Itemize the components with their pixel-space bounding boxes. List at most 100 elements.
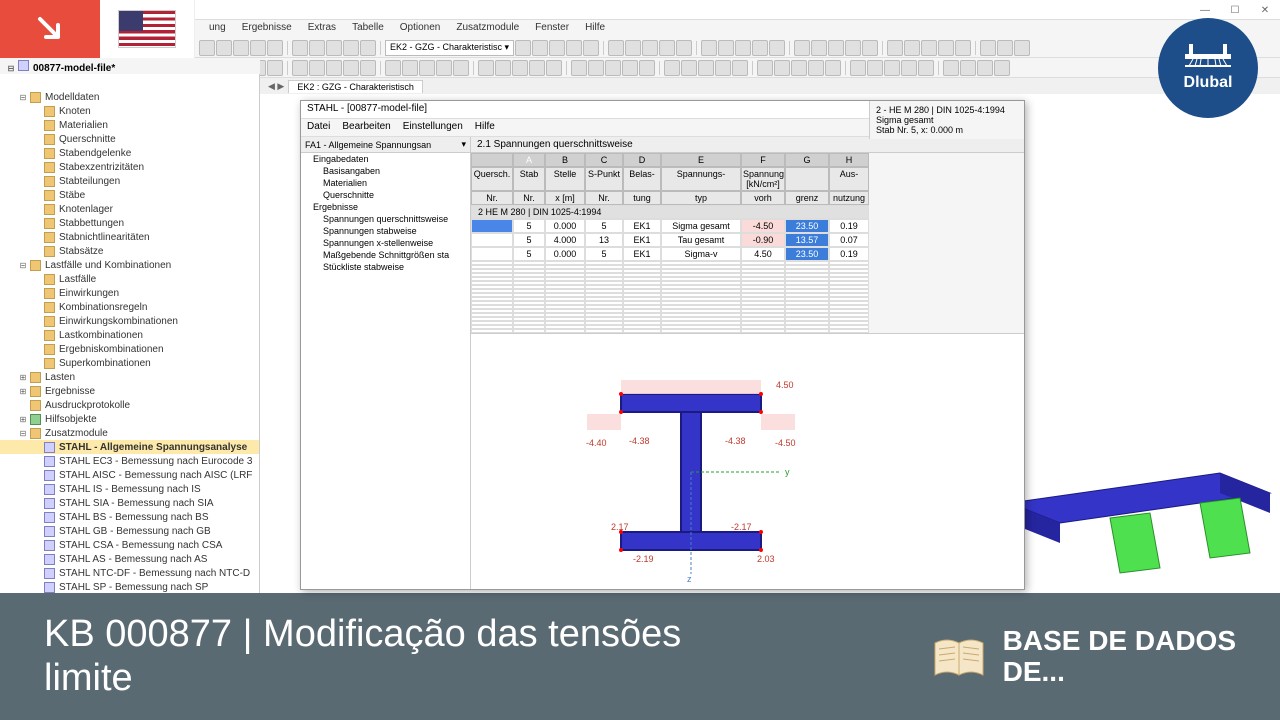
- dialog-tree-item[interactable]: Materialien: [301, 177, 470, 189]
- grid-cell[interactable]: 5: [513, 219, 545, 233]
- toolbar-icon[interactable]: [642, 40, 658, 56]
- grid-header[interactable]: grenz: [785, 191, 829, 205]
- nav-item[interactable]: Materialien: [0, 118, 259, 132]
- nav-item[interactable]: Stäbe: [0, 188, 259, 202]
- grid-cell[interactable]: EK1: [623, 233, 661, 247]
- toolbar-icon[interactable]: [997, 40, 1013, 56]
- toolbar-icon[interactable]: [250, 40, 266, 56]
- grid-cell[interactable]: Sigma gesamt: [661, 219, 741, 233]
- toolbar-icon[interactable]: [546, 60, 562, 76]
- dialog-tree-item[interactable]: Spannungen x-stellenweise: [301, 237, 470, 249]
- grid-col-letter[interactable]: A: [513, 153, 545, 167]
- toolbar-icon[interactable]: [292, 40, 308, 56]
- grid-rowhead[interactable]: [471, 247, 513, 261]
- toolbar-icon[interactable]: [515, 40, 531, 56]
- results-grid[interactable]: ABCDEFGHQuersch.StabStelleS-PunktBelas-S…: [471, 153, 869, 333]
- toolbar-icon[interactable]: [943, 60, 959, 76]
- toolbar-icon[interactable]: [436, 60, 452, 76]
- toolbar-icon[interactable]: [622, 60, 638, 76]
- toolbar-icon[interactable]: [199, 40, 215, 56]
- toolbar-icon[interactable]: [419, 60, 435, 76]
- menu-fenster[interactable]: Fenster: [527, 20, 577, 38]
- nav-item[interactable]: Knoten: [0, 104, 259, 118]
- grid-col-letter[interactable]: E: [661, 153, 741, 167]
- grid-cell[interactable]: 4.50: [741, 247, 785, 261]
- grid-header[interactable]: Stab: [513, 167, 545, 191]
- grid-col-letter[interactable]: C: [585, 153, 623, 167]
- nav-item[interactable]: Lastkombinationen: [0, 328, 259, 342]
- nav-item[interactable]: STAHL CSA - Bemessung nach CSA: [0, 538, 259, 552]
- toolbar-icon[interactable]: [532, 40, 548, 56]
- grid-cell[interactable]: 23.50: [785, 219, 829, 233]
- toolbar-icon[interactable]: [960, 60, 976, 76]
- grid-header[interactable]: typ: [661, 191, 741, 205]
- grid-header[interactable]: Spannungs-: [661, 167, 741, 191]
- grid-rowhead[interactable]: [471, 233, 513, 247]
- toolbar-icon[interactable]: [862, 40, 878, 56]
- dialog-case-dropdown[interactable]: FA1 - Allgemeine Spannungsan▾: [301, 137, 470, 153]
- nav-item[interactable]: ⊞Lasten: [0, 370, 259, 384]
- toolbar-icon[interactable]: [811, 40, 827, 56]
- toolbar-icon[interactable]: [625, 40, 641, 56]
- grid-header[interactable]: Nr.: [585, 191, 623, 205]
- nav-item[interactable]: Knotenlager: [0, 202, 259, 216]
- grid-header[interactable]: tung: [623, 191, 661, 205]
- grid-rowhead[interactable]: [471, 219, 513, 233]
- toolbar-icon[interactable]: [698, 60, 714, 76]
- nav-item[interactable]: STAHL GB - Bemessung nach GB: [0, 524, 259, 538]
- grid-header[interactable]: Nr.: [471, 191, 513, 205]
- grid-header[interactable]: S-Punkt: [585, 167, 623, 191]
- toolbar-dropdown[interactable]: EK2 - GZG - Charakteristisc ▾: [385, 40, 514, 56]
- nav-item[interactable]: STAHL BS - Bemessung nach BS: [0, 510, 259, 524]
- toolbar-icon[interactable]: [588, 60, 604, 76]
- grid-cell[interactable]: 13: [585, 233, 623, 247]
- toolbar-icon[interactable]: [757, 60, 773, 76]
- toolbar-icon[interactable]: [718, 40, 734, 56]
- menu-extras[interactable]: Extras: [300, 20, 344, 38]
- language-flag[interactable]: [100, 0, 195, 58]
- nav-item[interactable]: STAHL IS - Bemessung nach IS: [0, 482, 259, 496]
- nav-item[interactable]: ⊟Zusatzmodule: [0, 426, 259, 440]
- toolbar-icon[interactable]: [402, 60, 418, 76]
- toolbar-icon[interactable]: [845, 40, 861, 56]
- nav-item[interactable]: Stabteilungen: [0, 174, 259, 188]
- grid-header[interactable]: [785, 167, 829, 191]
- grid-cell[interactable]: 5: [513, 247, 545, 261]
- grid-cell[interactable]: -0.90: [741, 233, 785, 247]
- nav-item[interactable]: Querschnitte: [0, 132, 259, 146]
- dialog-tree-item[interactable]: Ergebnisse: [301, 201, 470, 213]
- toolbar-icon[interactable]: [901, 60, 917, 76]
- grid-header[interactable]: vorh: [741, 191, 785, 205]
- toolbar-icon[interactable]: [808, 60, 824, 76]
- toolbar-icon[interactable]: [980, 40, 996, 56]
- grid-header[interactable]: Aus-: [829, 167, 869, 191]
- toolbar-icon[interactable]: [529, 60, 545, 76]
- dialog-tree-item[interactable]: Basisangaben: [301, 165, 470, 177]
- toolbar-icon[interactable]: [360, 60, 376, 76]
- minimize-button[interactable]: —: [1190, 0, 1220, 20]
- toolbar-icon[interactable]: [867, 60, 883, 76]
- grid-header[interactable]: nutzung: [829, 191, 869, 205]
- grid-col-letter[interactable]: B: [545, 153, 585, 167]
- toolbar-icon[interactable]: [233, 40, 249, 56]
- toolbar-icon[interactable]: [769, 40, 785, 56]
- toolbar-icon[interactable]: [850, 60, 866, 76]
- grid-cell[interactable]: 0.000: [545, 247, 585, 261]
- toolbar-icon[interactable]: [884, 60, 900, 76]
- grid-cell[interactable]: -4.50: [741, 219, 785, 233]
- toolbar-icon[interactable]: [566, 40, 582, 56]
- grid-cell[interactable]: EK1: [623, 247, 661, 261]
- toolbar-icon[interactable]: [343, 40, 359, 56]
- toolbar-icon[interactable]: [292, 60, 308, 76]
- menu-zusatzmodule[interactable]: Zusatzmodule: [448, 20, 527, 38]
- nav-item[interactable]: STAHL NTC-DF - Bemessung nach NTC-D: [0, 566, 259, 580]
- grid-cell[interactable]: 0.19: [829, 247, 869, 261]
- dialog-tree-item[interactable]: Querschnitte: [301, 189, 470, 201]
- menu-tabelle[interactable]: Tabelle: [344, 20, 392, 38]
- grid-header[interactable]: Nr.: [513, 191, 545, 205]
- dialog-menu-item[interactable]: Einstellungen: [403, 121, 463, 134]
- grid-header[interactable]: Belas-: [623, 167, 661, 191]
- nav-item[interactable]: Superkombinationen: [0, 356, 259, 370]
- grid-cell[interactable]: 5: [585, 219, 623, 233]
- toolbar-icon[interactable]: [639, 60, 655, 76]
